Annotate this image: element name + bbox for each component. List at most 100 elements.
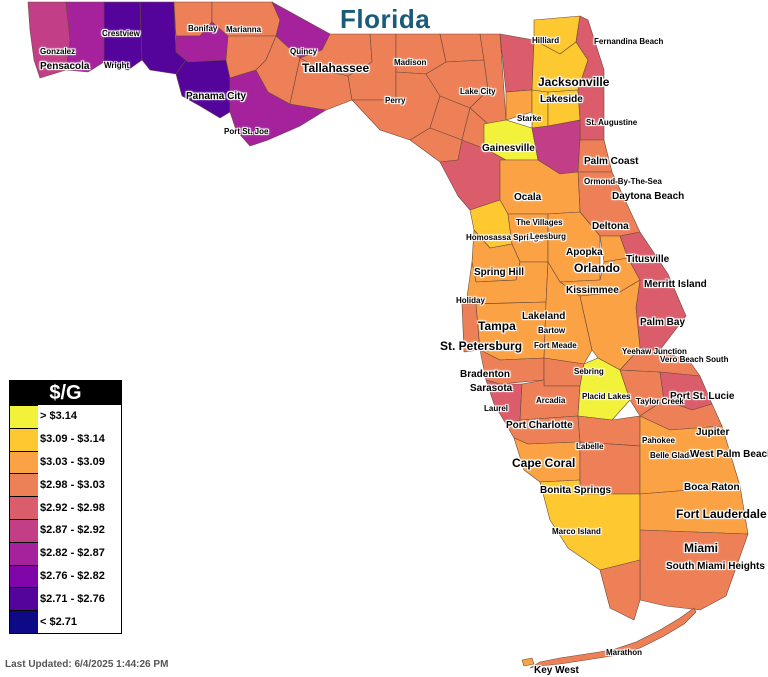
map-title: Florida [340, 4, 431, 34]
city-label-ormond: Ormond-By-The-Sea [584, 177, 662, 186]
legend-row: < $2.71 [10, 610, 121, 633]
city-label-key-west: Key West [534, 665, 579, 676]
city-label-lake-city: Lake City [460, 87, 496, 96]
city-label-vero-beach-south: Vero Beach South [660, 355, 729, 364]
county-monroe-mainland[interactable] [599, 559, 641, 621]
city-label-yeehaw: Yeehaw Junction [622, 347, 687, 356]
legend-label: $2.87 - $2.92 [40, 524, 105, 537]
price-legend: $/G > $3.14 $3.09 - $3.14 $3.03 - $3.09 $2.… [9, 380, 122, 634]
city-label-homosassa: Homosassa Springs [466, 233, 543, 242]
legend-swatch [10, 610, 38, 633]
city-label-leesburg: Leesburg [530, 232, 567, 241]
city-label-lakeland: Lakeland [522, 311, 566, 322]
county-bay[interactable] [175, 59, 231, 119]
legend-row: $2.71 - $2.76 [10, 587, 121, 611]
legend-row: $2.92 - $2.98 [10, 496, 121, 519]
legend-header: $/G [10, 381, 121, 405]
city-label-miami: Miami [684, 541, 719, 555]
city-label-quincy: Quincy [290, 47, 318, 56]
city-label-bonifay: Bonifay [188, 24, 218, 33]
legend-label: $2.98 - $3.03 [40, 478, 105, 491]
legend-swatch [10, 587, 38, 611]
city-label-st-augustine: St. Augustine [586, 118, 638, 127]
legend-row: $2.98 - $3.03 [10, 473, 121, 497]
city-label-wright: Wright [104, 61, 130, 70]
city-label-fort-lauderdale: Fort Lauderdale [676, 507, 767, 521]
legend-label: > $3.14 [40, 410, 78, 423]
city-label-gonzalez: Gonzalez [40, 47, 76, 56]
legend-swatch [10, 427, 38, 451]
county-hamilton[interactable] [439, 33, 485, 63]
city-label-tallahassee: Tallahassee [302, 61, 370, 75]
city-label-bartow: Bartow [538, 326, 566, 335]
city-label-holiday: Holiday [456, 296, 485, 305]
city-label-madison: Madison [394, 58, 427, 67]
city-label-cape-coral: Cape Coral [512, 456, 576, 470]
city-label-bradenton: Bradenton [460, 369, 510, 380]
county-palm-beach[interactable] [639, 415, 741, 495]
city-label-crestview: Crestview [102, 29, 140, 38]
legend-row: $2.82 - $2.87 [10, 541, 121, 565]
legend-label: $3.09 - $3.14 [40, 433, 105, 446]
city-label-kissimmee: Kissimmee [566, 285, 619, 296]
city-label-west-palm-beach: West Palm Beach [690, 449, 768, 460]
city-label-marathon: Marathon [606, 648, 642, 657]
city-label-pahokee: Pahokee [642, 436, 675, 445]
legend-swatch [10, 473, 38, 497]
county-baker[interactable] [499, 33, 535, 93]
city-label-ocala: Ocala [514, 192, 542, 203]
city-label-pensacola: Pensacola [40, 61, 90, 72]
city-label-titusville: Titusville [626, 254, 670, 265]
legend-label: $2.71 - $2.76 [40, 592, 105, 605]
key-west-island[interactable] [521, 657, 535, 667]
city-label-belle-glade: Belle Glade [650, 451, 694, 460]
city-label-palm-coast: Palm Coast [584, 156, 639, 167]
legend-swatch [10, 496, 38, 519]
city-label-tampa: Tampa [478, 319, 516, 333]
legend-rows: > $3.14 $3.09 - $3.14 $3.03 - $3.09 $2.98 -… [10, 405, 121, 633]
legend-row: > $3.14 [10, 405, 121, 428]
city-label-spring-hill: Spring Hill [474, 267, 524, 278]
city-label-daytona-beach: Daytona Beach [612, 191, 685, 202]
city-label-port-st-joe: Port St. Joe [224, 127, 269, 136]
city-label-port-st-lucie: Port St. Lucie [670, 391, 735, 402]
last-updated: Last Updated: 6/4/2025 1:44:26 PM [5, 659, 169, 670]
city-label-palm-bay: Palm Bay [640, 317, 686, 328]
city-label-fernandina-beach: Fernandina Beach [594, 37, 664, 46]
city-label-lakeside: Lakeside [540, 94, 583, 105]
city-label-marco-island: Marco Island [552, 527, 601, 536]
legend-label: $2.82 - $2.87 [40, 547, 105, 560]
city-label-deltona: Deltona [592, 221, 629, 232]
city-label-orlando: Orlando [574, 261, 621, 275]
legend-row: $3.09 - $3.14 [10, 427, 121, 451]
county-highlands[interactable] [577, 357, 631, 421]
legend-row: $2.76 - $2.82 [10, 564, 121, 588]
city-label-apopka: Apopka [566, 247, 603, 258]
city-label-placid-lakes: Placid Lakes [582, 392, 631, 401]
city-label-taylor-creek: Taylor Creek [636, 397, 684, 406]
city-label-starke: Starke [517, 114, 542, 123]
city-label-bonita-springs: Bonita Springs [540, 485, 612, 496]
legend-row: $3.03 - $3.09 [10, 450, 121, 474]
city-label-port-charlotte: Port Charlotte [506, 420, 573, 431]
city-label-marianna: Marianna [226, 25, 262, 34]
legend-label: $3.03 - $3.09 [40, 455, 105, 468]
city-label-perry: Perry [385, 96, 406, 105]
city-label-arcadia: Arcadia [536, 396, 566, 405]
legend-swatch [10, 518, 38, 542]
city-label-hilliard: Hilliard [532, 36, 560, 45]
city-label-sebring: Sebring [574, 367, 604, 376]
city-label-sarasota: Sarasota [470, 383, 513, 394]
city-label-south-miami-heights: South Miami Heights [666, 561, 765, 572]
legend-swatch [10, 405, 38, 428]
legend-swatch [10, 541, 38, 565]
city-label-merritt-island: Merritt Island [644, 279, 707, 290]
city-label-jacksonville: Jacksonville [538, 75, 610, 89]
city-label-the-villages: The Villages [516, 218, 563, 227]
county-okaloosa[interactable] [103, 1, 143, 71]
florida-keys[interactable] [529, 607, 697, 669]
legend-label: < $2.71 [40, 615, 78, 628]
city-label-jupiter: Jupiter [696, 427, 730, 438]
legend-label: $2.76 - $2.82 [40, 569, 105, 582]
